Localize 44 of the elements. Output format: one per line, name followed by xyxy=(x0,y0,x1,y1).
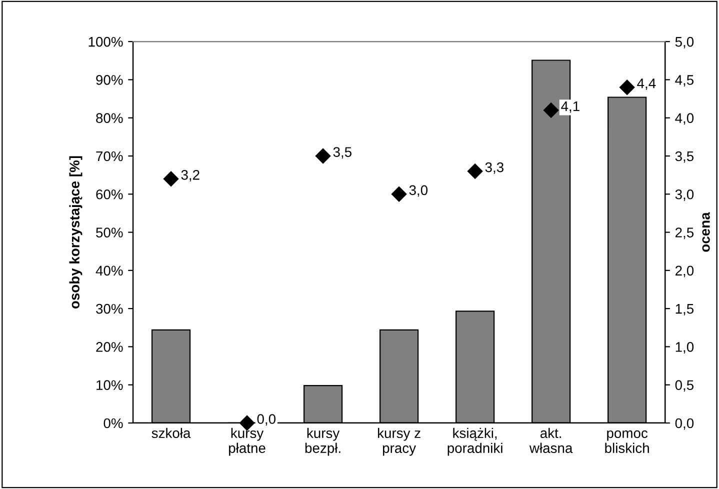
data-label: 3,5 xyxy=(333,147,352,159)
y2-axis-title: ocena xyxy=(702,212,710,252)
point xyxy=(543,102,559,118)
y-tick-label: 30% xyxy=(96,304,123,314)
y2-tick-label: 0,0 xyxy=(675,418,694,430)
y-tick-label: 50% xyxy=(96,228,123,238)
y-tick-label: 100% xyxy=(88,36,123,47)
y-tick-label: 40% xyxy=(96,266,123,276)
y2-tick-label: 5,0 xyxy=(675,36,694,48)
x-tick-label: kursy bezpł. xyxy=(305,428,340,456)
data-label: 3,0 xyxy=(409,185,428,197)
y2-tick-label: 4,5 xyxy=(675,75,694,87)
data-label: 4,1 xyxy=(561,101,580,113)
x-tick-label: pomoc bliskich xyxy=(605,430,649,454)
y-tick-label: 10% xyxy=(96,380,123,390)
data-label: 4,4 xyxy=(637,78,656,90)
y-tick-label: 20% xyxy=(96,342,123,352)
y-tick-label: 90% xyxy=(96,75,123,85)
y2-tick-label: 1,0 xyxy=(676,342,694,354)
point xyxy=(315,148,331,164)
point xyxy=(163,171,179,186)
point xyxy=(467,164,483,179)
y2-tick-label: 3,0 xyxy=(675,189,694,201)
y2-tick-label: 2,5 xyxy=(675,228,694,240)
y-tick-label: 60% xyxy=(96,189,123,200)
y-tick-label: 80% xyxy=(96,113,123,124)
data-label: 0,0 xyxy=(257,414,276,426)
data-label: 3,3 xyxy=(485,162,504,174)
data-label: 3,2 xyxy=(181,170,200,182)
y-axis-title: osoby korzystające [%] xyxy=(69,156,82,309)
x-tick-label: kursy z pracy xyxy=(378,428,420,456)
y2-tick-label: 3,5 xyxy=(675,151,694,163)
x-tick-label: kursy płatne xyxy=(229,428,266,456)
y-tick-label: 70% xyxy=(96,151,123,162)
point xyxy=(620,80,635,95)
x-tick-label: książki, poradniki xyxy=(448,428,502,456)
y-tick-label: 0% xyxy=(104,418,123,428)
point xyxy=(391,186,407,202)
y2-tick-label: 1,5 xyxy=(676,304,694,316)
x-tick-label: szkoła xyxy=(152,428,191,438)
x-tick-label: akt. własna xyxy=(529,428,573,454)
y2-tick-label: 0,5 xyxy=(675,380,694,392)
y2-tick-label: 4,0 xyxy=(675,113,694,125)
y2-tick-label: 2,0 xyxy=(675,266,694,278)
